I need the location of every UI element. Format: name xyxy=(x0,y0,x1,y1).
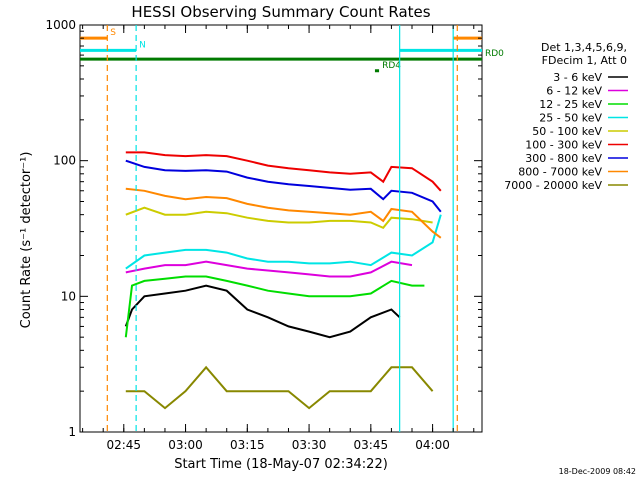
x-tick-label-2: 03:15 xyxy=(230,438,265,452)
plot-frame xyxy=(79,24,483,433)
y-tick-label-3: 1000 xyxy=(45,18,76,32)
series-line-1 xyxy=(125,260,413,278)
legend-header-2: FDecim 1, Att 0 xyxy=(542,54,627,67)
legend-label-7: 800 - 7000 keV xyxy=(518,166,602,179)
legend-label-4: 50 - 100 keV xyxy=(532,125,602,138)
series-group xyxy=(124,151,442,410)
x-axis: 02:45 03:00 03:15 03:30 03:45 04:00 xyxy=(82,25,475,452)
legend-label-2: 12 - 25 keV xyxy=(539,98,602,111)
legend-label-6: 300 - 800 keV xyxy=(525,152,602,165)
x-tick-label-0: 02:45 xyxy=(106,438,141,452)
y-axis: 1 10 100 1000 xyxy=(45,18,482,439)
x-axis-label: Start Time (18-May-07 02:34:22) xyxy=(174,457,388,472)
obs-bar-label-0: S xyxy=(110,28,116,38)
x-tick-label-1: 03:00 xyxy=(168,438,203,452)
footer-timestamp: 18-Dec-2009 08:42 xyxy=(559,467,636,476)
y-tick-label-2: 100 xyxy=(53,154,76,168)
series-line-3 xyxy=(125,214,442,270)
obs-bar-label-1: N xyxy=(139,40,146,50)
legend-label-5: 100 - 300 keV xyxy=(525,139,602,152)
obs-bar-label-3: RD4 xyxy=(382,61,401,71)
series-line-6 xyxy=(125,159,442,213)
chart-title: HESSI Observing Summary Count Rates xyxy=(131,3,430,21)
marker-lines xyxy=(106,25,458,432)
y-tick-label-0: 1 xyxy=(68,425,76,439)
series-line-0 xyxy=(124,284,401,339)
series-line-8 xyxy=(125,365,434,410)
obs-bar-label-2: RD0 xyxy=(485,49,504,59)
legend-label-1: 6 - 12 keV xyxy=(546,85,602,98)
legend-label-0: 3 - 6 keV xyxy=(553,71,602,84)
y-axis-label: Count Rate (s⁻¹ detector⁻¹) xyxy=(19,152,34,329)
series-line-2 xyxy=(124,275,425,338)
x-tick-label-5: 04:00 xyxy=(415,438,450,452)
legend-header-1: Det 1,3,4,5,6,9, xyxy=(541,41,627,54)
observing-bars: S N RD0 RD4 xyxy=(80,28,504,73)
legend: Det 1,3,4,5,6,9, FDecim 1, Att 0 3 - 6 k… xyxy=(504,41,628,192)
legend-label-3: 25 - 50 keV xyxy=(539,112,602,125)
x-tick-label-4: 03:45 xyxy=(354,438,389,452)
series-line-5 xyxy=(125,151,442,192)
series-line-4 xyxy=(125,206,433,230)
x-tick-label-3: 03:30 xyxy=(292,438,327,452)
series-line-7 xyxy=(125,187,442,239)
y-tick-label-1: 10 xyxy=(61,289,76,303)
legend-label-8: 7000 - 20000 keV xyxy=(504,179,602,192)
